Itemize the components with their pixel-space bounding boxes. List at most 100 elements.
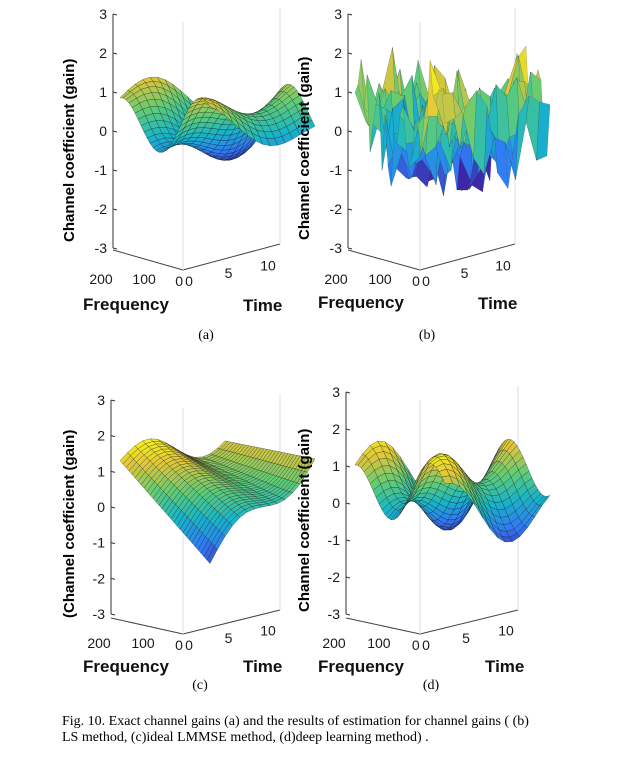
- surface-facet: [206, 101, 219, 111]
- frequency-axis-label: Frequency: [83, 657, 170, 676]
- z-tick-mark: [112, 208, 118, 211]
- z-tick-mark: [110, 470, 116, 473]
- frequency-tick-label: 0: [412, 637, 420, 653]
- time-axis-label: Time: [243, 657, 282, 676]
- surface-facet: [441, 475, 453, 484]
- z-tick-label: 1: [334, 84, 342, 100]
- z-tick-mark: [112, 52, 118, 55]
- time-tick-label: 10: [498, 623, 514, 639]
- figure-panel-a: Channel coefficient (gain) 3 2 1 0 -1 -2 -3 20…: [55, 0, 316, 340]
- z-tick-label: -2: [330, 201, 343, 217]
- frequency-tick-label: 100: [368, 271, 392, 287]
- z-tick-labels: 3 2 1 0 -1 -2 -3: [95, 6, 118, 256]
- z-tick-mark: [345, 539, 351, 542]
- z-tick-mark: [345, 428, 351, 431]
- frequency-tick-labels: 200 100 0: [322, 635, 420, 653]
- time-tick-label: 5: [225, 630, 233, 646]
- frequency-tick-labels: 200 100 0: [324, 271, 420, 289]
- surface-facet: [483, 106, 498, 175]
- z-tick-mark: [110, 506, 116, 509]
- time-axis-label: Time: [485, 657, 524, 676]
- surface-facet: [494, 137, 509, 190]
- z-tick-label: 3: [99, 6, 107, 22]
- z-tick-mark: [347, 13, 353, 16]
- z-tick-mark: [347, 169, 353, 172]
- figure-panel-d: Channel coefficient (gain) 3 2 1 0 -1 -2 -3 20…: [290, 382, 551, 722]
- z-tick-label: 0: [99, 123, 107, 139]
- time-tick-label: 0: [185, 273, 193, 289]
- z-tick-label: -3: [93, 606, 106, 622]
- z-tick-mark: [112, 13, 118, 16]
- frequency-tick-label: 200: [322, 635, 346, 651]
- z-tick-label: -3: [330, 240, 343, 256]
- time-tick-labels: 0 5 10: [185, 257, 276, 289]
- z-tick-mark: [347, 130, 353, 133]
- surface-b: [354, 45, 551, 196]
- z-tick-mark: [347, 247, 353, 250]
- surface-facet: [441, 92, 456, 124]
- frequency-tick-label: 0: [175, 637, 183, 653]
- figure-panel-b: Channel coefficient (gain) 3 2 1 0 -1 -2 -3 20…: [290, 0, 551, 340]
- z-tick-label: -2: [328, 569, 341, 585]
- z-tick-label: 3: [97, 392, 105, 408]
- z-tick-mark: [112, 247, 118, 250]
- frequency-tick-labels: 200 100 0: [87, 635, 183, 653]
- time-tick-label: 0: [422, 273, 430, 289]
- z-tick-label: -3: [328, 606, 341, 622]
- z-tick-mark: [110, 399, 116, 402]
- z-tick-label: 0: [332, 495, 340, 511]
- z-tick-label: -1: [328, 532, 341, 548]
- time-tick-label: 5: [462, 630, 470, 646]
- frequency-axis-label: Frequency: [318, 293, 405, 312]
- time-axis-label: Time: [243, 296, 282, 315]
- time-tick-label: 10: [260, 623, 276, 639]
- frequency-tick-label: 0: [412, 273, 420, 289]
- z-tick-mark: [345, 613, 351, 616]
- frequency-axis-line: [345, 617, 421, 635]
- z-tick-label: -2: [95, 201, 108, 217]
- frequency-tick-label: 100: [131, 635, 155, 651]
- time-tick-label: 0: [185, 637, 193, 653]
- surface-d: [354, 438, 551, 543]
- frequency-axis-line: [110, 617, 184, 635]
- frequency-axis-label: Frequency: [83, 295, 170, 314]
- z-tick-mark: [345, 576, 351, 579]
- frequency-axis-line: [347, 249, 421, 271]
- time-tick-labels: 0 5 10: [422, 257, 511, 289]
- z-tick-mark: [347, 52, 353, 55]
- frequency-tick-label: 200: [87, 635, 111, 651]
- z-tick-labels: 3 2 1 0 -1 -2 -3: [330, 6, 353, 256]
- z-tick-mark: [112, 91, 118, 94]
- time-tick-label: 5: [225, 265, 233, 281]
- frequency-tick-label: 200: [324, 271, 348, 287]
- frequency-axis-label: Frequency: [318, 657, 405, 676]
- z-tick-label: 1: [97, 463, 105, 479]
- z-tick-mark: [112, 169, 118, 172]
- z-tick-label: -1: [95, 162, 108, 178]
- figure-caption: Fig. 10. Exact channel gains (a) and the…: [62, 714, 529, 745]
- time-tick-label: 10: [260, 257, 276, 273]
- time-axis-line: [182, 609, 281, 635]
- frequency-axis-line: [112, 249, 184, 271]
- frequency-tick-label: 100: [132, 271, 156, 287]
- z-tick-mark: [112, 130, 118, 133]
- z-tick-label: 0: [97, 499, 105, 515]
- z-tick-labels: 3 2 1 0 -1 -2 -3: [328, 384, 351, 622]
- time-tick-label: 10: [495, 257, 511, 273]
- z-tick-label: -1: [93, 535, 106, 551]
- time-axis-line: [182, 243, 281, 271]
- time-axis-label: Time: [478, 294, 517, 313]
- z-tick-label: 2: [334, 45, 342, 61]
- z-tick-label: 3: [332, 384, 340, 400]
- z-tick-label: 2: [99, 45, 107, 61]
- z-tick-mark: [110, 577, 116, 580]
- time-axis-line: [419, 243, 516, 271]
- time-axis-line: [419, 609, 519, 635]
- surface-a: [119, 76, 316, 161]
- time-tick-label: 5: [461, 265, 469, 281]
- z-tick-mark: [345, 502, 351, 505]
- panel-c-label: (c): [192, 678, 208, 693]
